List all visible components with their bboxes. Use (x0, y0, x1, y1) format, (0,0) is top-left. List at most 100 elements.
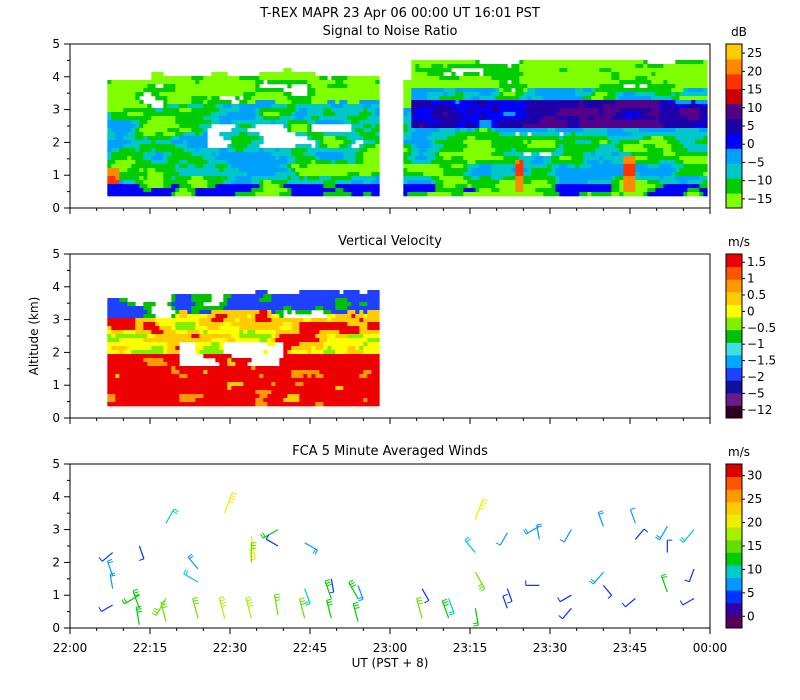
field-cell (295, 184, 300, 189)
field-cell (639, 112, 644, 117)
field-cell (615, 92, 620, 97)
field-cell (419, 108, 424, 113)
field-cell (327, 172, 332, 177)
field-cell (667, 116, 672, 121)
field-cell (163, 184, 168, 189)
field-cell (171, 338, 176, 343)
field-cell (579, 116, 584, 121)
field-cell (267, 88, 272, 93)
field-cell (559, 116, 564, 121)
field-cell (479, 148, 484, 153)
field-cell (247, 168, 252, 173)
field-cell (591, 172, 596, 177)
field-cell (167, 382, 172, 387)
field-cell (195, 152, 200, 157)
field-cell (527, 112, 532, 117)
field-cell (207, 104, 212, 109)
field-cell (603, 104, 608, 109)
field-cell (147, 318, 152, 323)
field-cell (147, 128, 152, 133)
field-cell (423, 104, 428, 109)
field-cell (175, 354, 180, 359)
field-cell (563, 112, 568, 117)
field-cell (179, 390, 184, 395)
field-cell (687, 68, 692, 73)
field-cell (407, 160, 412, 165)
field-cell (675, 92, 680, 97)
field-cell (163, 342, 168, 347)
field-cell (259, 76, 264, 81)
field-cell (235, 184, 240, 189)
field-cell (279, 192, 284, 197)
field-cell (611, 192, 616, 197)
field-cell (195, 116, 200, 121)
field-cell (551, 128, 556, 133)
field-cell (163, 84, 168, 89)
field-cell (679, 136, 684, 141)
field-cell (595, 136, 600, 141)
field-cell (475, 120, 480, 125)
field-cell (603, 88, 608, 93)
field-cell (303, 148, 308, 153)
field-cell (339, 108, 344, 113)
field-cell (143, 140, 148, 145)
field-cell (619, 80, 624, 85)
field-cell (343, 96, 348, 101)
field-cell (139, 140, 144, 145)
field-cell (611, 84, 616, 89)
field-cell (599, 60, 604, 65)
field-cell (423, 144, 428, 149)
field-cell (515, 160, 520, 165)
field-cell (519, 96, 524, 101)
field-cell (611, 160, 616, 165)
field-cell (591, 188, 596, 193)
field-cell (131, 346, 136, 351)
field-cell (371, 96, 376, 101)
field-cell (603, 148, 608, 153)
field-cell (403, 136, 408, 141)
field-cell (131, 342, 136, 347)
field-cell (151, 132, 156, 137)
field-cell (447, 132, 452, 137)
field-cell (599, 64, 604, 69)
field-cell (243, 160, 248, 165)
field-cell (611, 76, 616, 81)
field-cell (151, 172, 156, 177)
field-cell (287, 76, 292, 81)
field-cell (175, 152, 180, 157)
field-cell (591, 60, 596, 65)
field-cell (571, 136, 576, 141)
field-cell (639, 152, 644, 157)
field-cell (463, 176, 468, 181)
field-cell (259, 176, 264, 181)
field-cell (279, 152, 284, 157)
field-cell (175, 334, 180, 339)
field-cell (223, 80, 228, 85)
field-cell (515, 184, 520, 189)
field-cell (435, 116, 440, 121)
field-cell (127, 192, 132, 197)
field-cell (203, 96, 208, 101)
field-cell (263, 120, 268, 125)
field-cell (159, 346, 164, 351)
field-cell (479, 88, 484, 93)
field-cell (147, 330, 152, 335)
field-cell (235, 116, 240, 121)
field-cell (647, 120, 652, 125)
field-cell (583, 184, 588, 189)
field-cell (143, 116, 148, 121)
field-cell (495, 128, 500, 133)
field-cell (463, 124, 468, 129)
field-cell (235, 124, 240, 129)
field-cell (127, 362, 132, 367)
field-cell (559, 84, 564, 89)
field-cell (407, 168, 412, 173)
y-tick-label: 5 (52, 37, 60, 51)
field-cell (667, 88, 672, 93)
field-cell (523, 132, 528, 137)
field-cell (559, 136, 564, 141)
field-cell (351, 184, 356, 189)
field-cell (451, 84, 456, 89)
field-cell (675, 104, 680, 109)
field-cell (551, 92, 556, 97)
